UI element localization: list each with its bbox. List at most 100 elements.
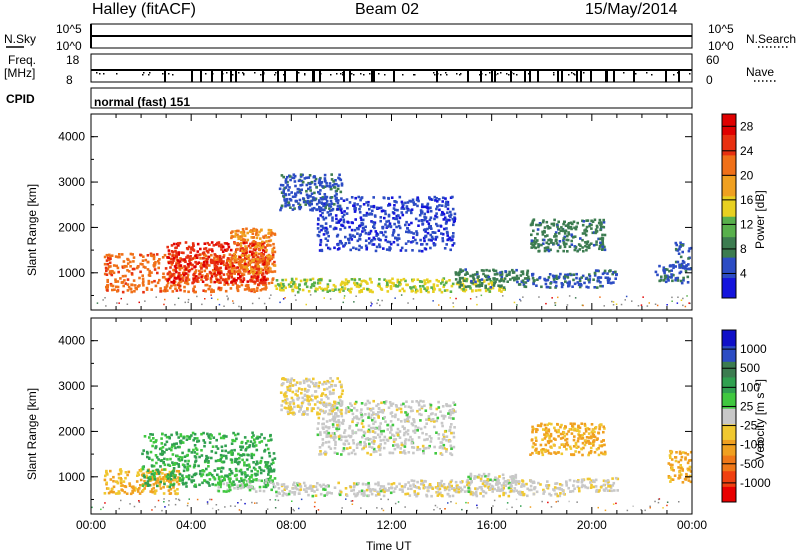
- heatmap-cell: [360, 492, 364, 496]
- heatmap-cell: [299, 173, 303, 176]
- heatmap-cell: [389, 491, 393, 495]
- heatmap-cell: [234, 281, 237, 285]
- heatmap-cell: [250, 267, 253, 271]
- heatmap-cell: [160, 468, 164, 472]
- colorbar-tick-label: 8: [740, 242, 747, 256]
- heatmap-cell: [563, 445, 566, 448]
- heatmap-cell: [300, 391, 303, 395]
- heatmap-cell: [284, 278, 288, 282]
- heatmap-cell: [313, 383, 317, 387]
- heatmap-cell: [601, 247, 604, 250]
- heatmap-cell: [236, 487, 240, 490]
- heatmap-cell: [264, 288, 267, 291]
- heatmap-cell: [420, 205, 424, 209]
- heatmap-cell: [194, 254, 197, 258]
- heatmap-cell: [302, 379, 306, 383]
- heatmap-cell: [313, 179, 317, 183]
- heatmap-cell: [580, 485, 584, 489]
- heatmap-cell: [112, 271, 116, 275]
- heatmap-cell: [339, 410, 342, 414]
- heatmap-cell: [121, 274, 125, 278]
- heatmap-cell: [479, 479, 483, 482]
- heatmap-cell: [259, 471, 263, 475]
- nave-point: [340, 73, 342, 75]
- heatmap-cell: [532, 492, 536, 496]
- heatmap-cell: [553, 280, 556, 284]
- heatmap-cell: [555, 274, 558, 278]
- heatmap-cell: [120, 281, 124, 284]
- heatmap-cell: [495, 278, 499, 281]
- heatmap-cell: [238, 270, 242, 273]
- heatmap-cell: [105, 481, 108, 485]
- heatmap-cell: [513, 276, 517, 280]
- heatmap-cell: [518, 480, 521, 484]
- heatmap-cell: [284, 193, 288, 197]
- heatmap-cell: [171, 443, 174, 446]
- heatmap-cell: [580, 437, 583, 440]
- heatmap-cell: [241, 280, 245, 283]
- heatmap-cell: [239, 278, 243, 282]
- heatmap-cell: [539, 483, 542, 486]
- heatmap-cell: [284, 202, 287, 205]
- heatmap-cell: [445, 448, 448, 451]
- heatmap-cell: [187, 459, 190, 463]
- heatmap-cell: [596, 437, 599, 440]
- heatmap-cell: [152, 486, 155, 490]
- heatmap-cell: [208, 478, 212, 481]
- heatmap-cell: [261, 268, 265, 272]
- heatmap-cell: [250, 436, 254, 439]
- heatmap-cell: [600, 440, 603, 443]
- nave-point: [336, 73, 338, 75]
- nave-point: [274, 74, 276, 76]
- heatmap-cell: [288, 186, 291, 189]
- heatmap-cell: [598, 427, 601, 431]
- heatmap-cell: [682, 279, 685, 282]
- heatmap-cell: [362, 214, 366, 217]
- heatmap-cell: [573, 282, 577, 286]
- heatmap-cell: [119, 477, 122, 480]
- heatmap-cell: [353, 207, 356, 211]
- heatmap-cell: [280, 174, 284, 177]
- power-colorbar-segment: [722, 154, 736, 176]
- heatmap-cell: [494, 269, 498, 273]
- heatmap-cell: [164, 433, 167, 437]
- heatmap-cell: [327, 397, 330, 400]
- heatmap-cell: [607, 480, 610, 484]
- heatmap-cell: [299, 485, 303, 488]
- heatmap-cell: [579, 244, 582, 248]
- heatmap-cell: [433, 195, 437, 199]
- heatmap-cell: [429, 216, 433, 219]
- heatmap-cell: [235, 286, 239, 290]
- heatmap-cell: [169, 272, 172, 275]
- heatmap-cell: [530, 439, 534, 442]
- heatmap-cell: [162, 476, 165, 479]
- heatmap-cell: [459, 268, 462, 271]
- heatmap-cell: [369, 488, 372, 492]
- heatmap-cell: [390, 482, 393, 486]
- heatmap-cell: [358, 490, 361, 493]
- heatmap-cell: [463, 490, 467, 493]
- heatmap-cell: [264, 465, 268, 468]
- heatmap-cell: [347, 279, 351, 283]
- heatmap-cell: [416, 204, 419, 208]
- heatmap-cell: [430, 494, 433, 498]
- nave-point: [226, 72, 228, 74]
- heatmap-cell: [486, 478, 490, 481]
- heatmap-cell: [151, 433, 154, 436]
- heatmap-cell: [175, 246, 178, 249]
- heatmap-cell: [317, 279, 320, 282]
- heatmap-cell: [174, 250, 177, 253]
- heatmap-cell: [218, 432, 221, 436]
- heatmap-cell: [500, 487, 504, 490]
- heatmap-cell: [423, 287, 426, 290]
- heatmap-cell: [602, 225, 606, 229]
- heatmap-cell: [602, 430, 605, 434]
- heatmap-cell: [250, 469, 253, 473]
- heatmap-cell: [221, 278, 225, 282]
- heatmap-cell: [560, 483, 564, 487]
- heatmap-cell: [265, 443, 268, 447]
- heatmap-cell: [239, 275, 242, 278]
- heatmap-cell: [509, 278, 512, 281]
- heatmap-cell: [132, 260, 135, 263]
- heatmap-cell: [489, 487, 492, 491]
